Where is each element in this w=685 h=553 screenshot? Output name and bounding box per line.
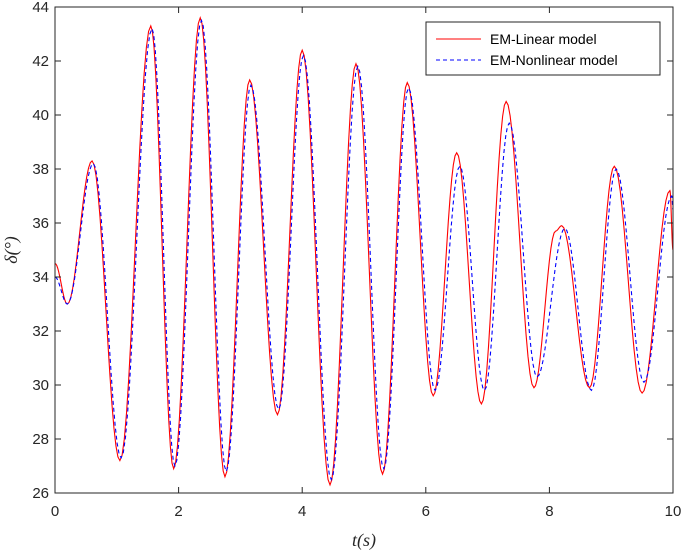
- legend-label-nonlinear: EM-Nonlinear model: [490, 52, 618, 68]
- series-line-linear: [54, 16, 674, 487]
- x-tick-label: 2: [174, 503, 182, 520]
- x-tick-label: 4: [298, 503, 306, 520]
- plot-frame: [54, 6, 674, 494]
- y-tick-label: 42: [32, 53, 49, 70]
- y-tick-label: 40: [32, 107, 49, 124]
- series-line-nonlinear: [54, 18, 674, 482]
- x-axis-label: t(s): [352, 530, 376, 551]
- x-tick-label: 10: [665, 503, 682, 520]
- x-tick-label: 6: [422, 503, 430, 520]
- plot-background: [55, 7, 673, 493]
- series-layer: [54, 16, 674, 487]
- y-tick-label: 26: [32, 485, 49, 502]
- tick-layer: 0 2 4 6 8 10 26 28 30 32 34 36 38 40 42 44: [32, 0, 681, 520]
- x-tick-label: 8: [545, 503, 553, 520]
- y-tick-label: 44: [32, 0, 49, 16]
- y-tick-label: 32: [32, 323, 49, 340]
- y-tick-label: 38: [32, 161, 49, 178]
- legend-box: [425, 21, 661, 76]
- y-tick-label: 28: [32, 431, 49, 448]
- y-tick-label: 36: [32, 215, 49, 232]
- y-axis-label: δ(°): [1, 236, 22, 264]
- x-tick-label: 0: [51, 503, 59, 520]
- legend: EM-Linear model EM-Nonlinear model: [425, 21, 661, 76]
- y-tick-label: 30: [32, 377, 49, 394]
- legend-label-linear: EM-Linear model: [490, 31, 597, 47]
- y-tick-label: 34: [32, 269, 49, 286]
